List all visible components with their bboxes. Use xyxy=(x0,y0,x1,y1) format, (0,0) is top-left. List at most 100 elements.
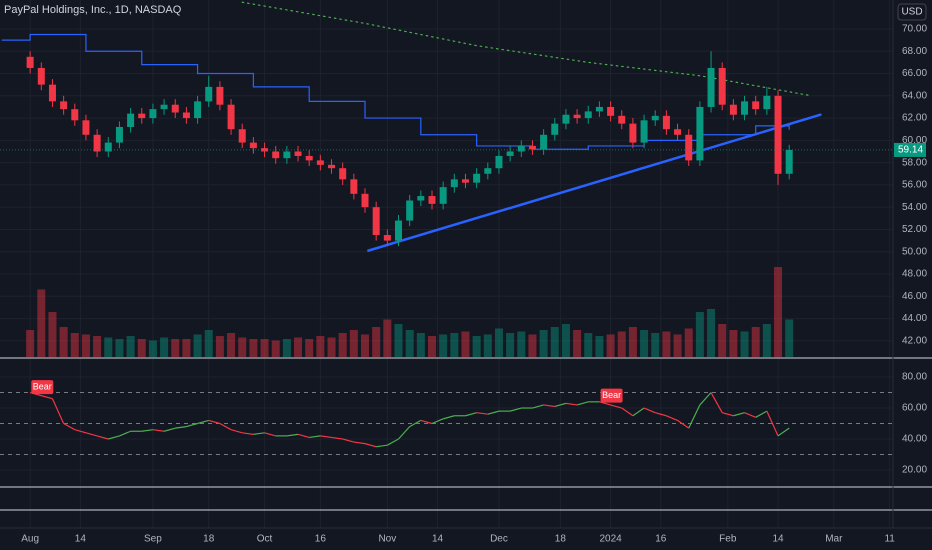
y-tick-label: 44.00 xyxy=(902,313,927,324)
y-tick-label: 60.00 xyxy=(902,403,927,414)
x-tick-label: 11 xyxy=(884,534,895,545)
volume-bar xyxy=(249,339,258,357)
annotation-label: Bear xyxy=(602,390,621,400)
volume-bar xyxy=(193,334,202,357)
candle-body xyxy=(629,123,637,143)
oscillator-segment xyxy=(186,422,198,428)
oscillator-segment xyxy=(320,435,332,439)
volume-bar xyxy=(372,327,381,357)
plot: Bear Bear xyxy=(0,1,893,455)
candle-body xyxy=(662,115,670,130)
oscillator-segment xyxy=(286,433,299,437)
candle-body xyxy=(573,114,581,119)
volume-bar xyxy=(59,327,68,357)
candle-body xyxy=(194,101,202,119)
x-tick-label: Mar xyxy=(825,534,843,545)
x-tick-label: 2024 xyxy=(599,534,622,545)
candle-body xyxy=(71,109,79,121)
indicator-line xyxy=(367,113,822,252)
currency-button[interactable] xyxy=(897,3,927,21)
volume-bar xyxy=(238,337,247,357)
volume-bar xyxy=(282,339,291,357)
candle-body xyxy=(127,113,135,127)
volume-bar xyxy=(740,331,749,357)
candle-body xyxy=(718,67,726,105)
candle-body xyxy=(528,145,536,150)
volume-bar xyxy=(550,327,559,357)
volume-bar xyxy=(561,324,570,357)
oscillator-segment xyxy=(643,407,656,414)
volume-bar xyxy=(751,327,760,357)
oscillator-segment xyxy=(442,415,455,420)
oscillator-segment xyxy=(342,438,355,443)
currency-label[interactable]: USD xyxy=(901,7,922,18)
candle-body xyxy=(774,95,782,174)
y-tick-label: 70.00 xyxy=(902,24,927,35)
y-tick-label: 54.00 xyxy=(902,202,927,213)
axes: 42.00 44.00 46.00 48.00 50.00 52.00 54.00 56.00… xyxy=(21,24,927,545)
volume-bar xyxy=(517,331,526,357)
candle-body xyxy=(763,95,771,110)
last-price-label: 59.14 xyxy=(898,145,923,156)
volume-bar xyxy=(126,336,135,357)
oscillator-segment xyxy=(655,412,667,417)
volume-bar xyxy=(271,340,280,357)
candle-body xyxy=(395,220,403,241)
candle-body xyxy=(584,111,592,119)
oscillator-segment xyxy=(96,435,109,440)
volume-bar xyxy=(104,337,113,357)
volume-bar xyxy=(707,309,716,357)
chart-title: PayPal Holdings, Inc., 1D, NASDAQ xyxy=(4,4,182,16)
candle-body xyxy=(339,168,347,180)
y-tick-label: 80.00 xyxy=(902,372,927,383)
oscillator-segment xyxy=(431,418,444,425)
volume-bar xyxy=(394,324,403,357)
oscillator-segment xyxy=(699,392,712,406)
volume-bar xyxy=(494,328,503,357)
y-tick-label: 48.00 xyxy=(902,269,927,280)
grid xyxy=(0,0,893,528)
candle-body xyxy=(595,106,603,112)
oscillator-segment xyxy=(297,433,310,439)
y-tick-label: 50.00 xyxy=(902,246,927,257)
y-tick-label: 66.00 xyxy=(902,68,927,79)
volume-bar xyxy=(729,330,738,357)
oscillator-segment xyxy=(476,412,488,415)
candle-body xyxy=(216,86,224,105)
candle-body xyxy=(406,200,414,221)
x-tick-label: Oct xyxy=(257,534,273,545)
annotation-box xyxy=(600,388,623,403)
volume-bar xyxy=(762,324,771,357)
candle-body xyxy=(305,155,313,161)
oscillator-segment xyxy=(554,402,567,408)
oscillator-segment xyxy=(722,412,734,417)
volume-bar xyxy=(383,319,392,357)
candle-body xyxy=(506,151,514,156)
volume-bar xyxy=(327,337,336,357)
y-tick-label: 20.00 xyxy=(902,465,927,476)
volume-bar xyxy=(528,334,537,357)
oscillator-segment xyxy=(621,407,634,417)
volume-bar xyxy=(662,331,671,357)
volume-bar xyxy=(539,330,548,357)
oscillator-segment xyxy=(74,429,87,434)
volume-bar xyxy=(684,328,693,357)
oscillator-segment xyxy=(51,398,65,424)
y-tick-label: 60.00 xyxy=(902,135,927,146)
last-price-badge xyxy=(894,142,926,157)
x-tick-label: 14 xyxy=(432,534,444,545)
volume-bar xyxy=(718,324,727,357)
oscillator-segment xyxy=(733,412,745,417)
oscillator-segment xyxy=(197,419,209,425)
oscillator-segment xyxy=(599,401,611,406)
volume-bar xyxy=(215,336,224,357)
volume-bar xyxy=(115,339,124,357)
candle-body xyxy=(294,151,302,156)
volume-bar xyxy=(606,334,615,357)
oscillator-segment xyxy=(666,415,678,421)
volume-bar xyxy=(349,330,358,357)
oscillator-segment xyxy=(175,426,187,429)
candle-body xyxy=(48,84,56,102)
candle-body xyxy=(640,120,648,143)
